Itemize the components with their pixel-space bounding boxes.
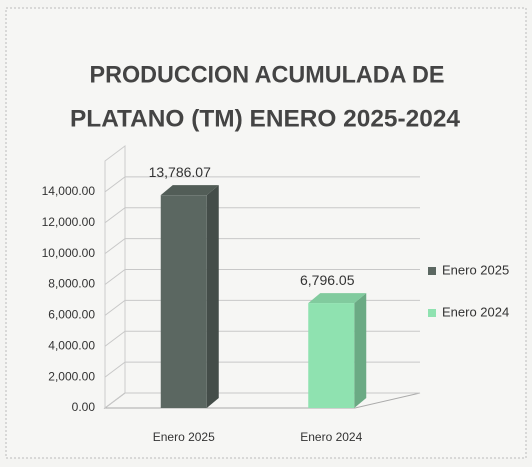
y-tick-label: 10,000.00 xyxy=(42,246,96,260)
data-label: 13,786.07 xyxy=(149,164,211,180)
chart-title: PRODUCCION ACUMULADA DE xyxy=(90,61,445,88)
bar-side xyxy=(354,293,367,408)
x-tick-label: Enero 2025 xyxy=(153,430,215,444)
legend-label: Enero 2025 xyxy=(442,262,509,277)
legend-swatch xyxy=(428,309,436,317)
bar-side xyxy=(206,185,219,408)
bar-top xyxy=(308,293,367,304)
legend-swatch xyxy=(428,267,436,275)
y-tick-label: 12,000.00 xyxy=(42,215,96,229)
y-tick-label: 2,000.00 xyxy=(48,369,95,383)
grid-line xyxy=(104,238,420,255)
bar-top xyxy=(160,185,219,196)
legend-label: Enero 2024 xyxy=(442,304,509,319)
grid-line xyxy=(104,207,420,224)
chart-title: PLATANO (TM) ENERO 2025-2024 xyxy=(70,105,461,132)
y-tick-label: 6,000.00 xyxy=(48,308,95,322)
y-tick-label: 4,000.00 xyxy=(48,338,95,352)
data-label: 6,796.05 xyxy=(300,272,355,288)
y-tick-label: 0.00 xyxy=(72,400,96,414)
bar xyxy=(308,303,355,408)
x-tick-label: Enero 2024 xyxy=(300,430,362,444)
frame xyxy=(5,7,527,459)
bar xyxy=(160,195,207,408)
grid-line xyxy=(104,176,420,193)
grid-line xyxy=(104,269,420,285)
y-tick-label: 14,000.00 xyxy=(42,184,96,198)
y-tick-label: 8,000.00 xyxy=(48,277,95,291)
